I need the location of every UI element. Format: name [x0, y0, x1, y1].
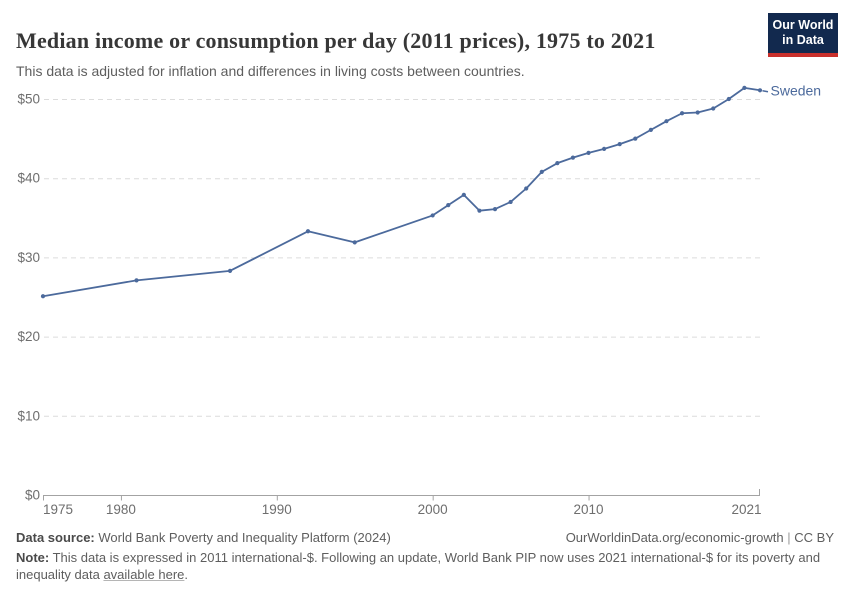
- x-tick-label: 2000: [418, 502, 448, 517]
- data-point-2005[interactable]: [508, 199, 513, 205]
- data-point-2000[interactable]: [430, 213, 435, 218]
- data-point-2011[interactable]: [602, 146, 607, 151]
- data-point-2021[interactable]: [757, 88, 763, 93]
- data-point-2015[interactable]: [664, 119, 669, 124]
- y-tick-label: $50: [17, 92, 40, 107]
- x-tick-label: 1990: [262, 502, 292, 517]
- y-tick-label: $40: [17, 171, 40, 186]
- data-point-2007[interactable]: [539, 169, 544, 174]
- x-tick-label: 2010: [574, 502, 604, 517]
- data-point-1975[interactable]: [40, 294, 46, 299]
- chart-title: Median income or consumption per day (20…: [16, 27, 656, 53]
- data-point-2010[interactable]: [586, 150, 591, 155]
- data-source-text: World Bank Poverty and Inequality Platfo…: [94, 530, 391, 545]
- x-tick-label: 1980: [106, 502, 136, 517]
- data-point-2008[interactable]: [555, 161, 560, 166]
- series-label-connector: [762, 90, 769, 93]
- chart-subtitle: This data is adjusted for inflation and …: [16, 63, 525, 79]
- y-tick-label: $10: [17, 408, 40, 423]
- owid-logo[interactable]: Our World in Data: [768, 13, 838, 57]
- data-point-2017[interactable]: [695, 110, 700, 115]
- y-tick-label: $30: [17, 250, 40, 265]
- data-point-2014[interactable]: [648, 127, 653, 132]
- owid-logo-line2: in Data: [782, 33, 824, 48]
- series-label[interactable]: Sweden: [771, 82, 822, 98]
- data-point-2004[interactable]: [492, 206, 498, 212]
- data-point-1995[interactable]: [352, 240, 357, 245]
- data-point-1987[interactable]: [227, 268, 233, 273]
- note-text: This data is expressed in 2011 internati…: [16, 550, 821, 583]
- data-point-2013[interactable]: [633, 136, 638, 141]
- cc-by-link[interactable]: CC BY: [794, 530, 834, 545]
- rights-line: OurWorldinData.org/economic-growth | CC …: [566, 529, 834, 546]
- data-point-2002[interactable]: [461, 192, 466, 197]
- data-point-2019[interactable]: [726, 96, 731, 102]
- data-source-label: Data source:: [16, 530, 95, 545]
- note-line: Note: This data is expressed in 2011 int…: [16, 549, 828, 583]
- available-here-link[interactable]: available here: [103, 567, 185, 583]
- data-point-2016[interactable]: [679, 111, 685, 116]
- x-tick-label: 1975: [43, 502, 73, 517]
- owid-logo-line1: Our World: [772, 18, 834, 32]
- data-point-1981[interactable]: [134, 278, 139, 283]
- data-point-2020[interactable]: [742, 85, 747, 91]
- y-tick-label: $0: [25, 488, 40, 503]
- rights-separator: |: [783, 530, 795, 545]
- note-period: .: [184, 567, 189, 583]
- x-tick-label: 2021: [731, 502, 761, 517]
- data-point-2006[interactable]: [524, 186, 529, 191]
- data-point-2001[interactable]: [446, 203, 451, 208]
- note-label: Note:: [16, 550, 50, 566]
- data-point-2009[interactable]: [570, 155, 576, 160]
- data-point-2018[interactable]: [711, 106, 716, 111]
- sweden-line: [42, 87, 761, 298]
- data-point-2012[interactable]: [617, 142, 622, 147]
- chart-footer: Data source: World Bank Poverty and Ineq…: [16, 529, 834, 583]
- data-source-line: Data source: World Bank Poverty and Ineq…: [16, 529, 391, 546]
- data-point-1992[interactable]: [305, 229, 311, 234]
- y-tick-label: $20: [17, 329, 40, 344]
- data-point-2003[interactable]: [477, 208, 482, 213]
- owid-url-link[interactable]: OurWorldinData.org/economic-growth: [565, 530, 784, 545]
